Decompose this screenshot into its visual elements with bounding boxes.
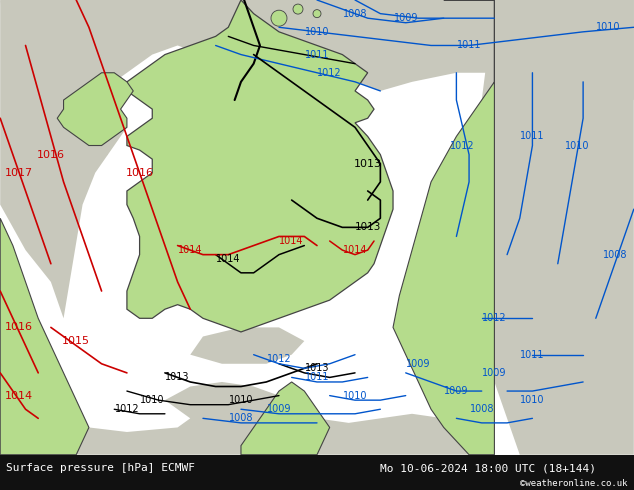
Polygon shape [456,0,634,455]
Text: 1016: 1016 [37,149,65,160]
Text: 1014: 1014 [280,236,304,246]
Text: 1009: 1009 [482,368,507,378]
Polygon shape [190,327,304,364]
Text: 1010: 1010 [343,391,367,401]
Text: 1010: 1010 [305,27,329,37]
Text: 1011: 1011 [520,350,545,360]
Polygon shape [393,0,495,455]
Polygon shape [0,0,368,109]
Text: 1008: 1008 [343,9,367,19]
Text: 1014: 1014 [178,245,202,255]
Text: 1010: 1010 [140,395,164,405]
Text: Mo 10-06-2024 18:00 UTC (18+144): Mo 10-06-2024 18:00 UTC (18+144) [380,463,597,473]
Text: Surface pressure [hPa] ECMWF: Surface pressure [hPa] ECMWF [6,463,195,473]
Text: 1009: 1009 [444,386,469,396]
Circle shape [313,10,321,18]
Text: 1014: 1014 [343,245,367,255]
Text: 1008: 1008 [470,404,494,414]
Text: 1010: 1010 [596,22,621,32]
Text: ©weatheronline.co.uk: ©weatheronline.co.uk [520,479,628,488]
Text: 1012: 1012 [267,354,291,364]
Text: 1012: 1012 [318,68,342,78]
Text: 1009: 1009 [267,404,291,414]
Polygon shape [0,218,89,455]
Text: 1013: 1013 [165,372,190,382]
Text: 1011: 1011 [457,41,481,50]
Text: 1009: 1009 [394,13,418,23]
Text: 1011: 1011 [305,49,329,60]
Text: 1013: 1013 [354,222,381,232]
Text: 1012: 1012 [115,404,139,414]
Text: 1012: 1012 [482,313,507,323]
Text: 1010: 1010 [564,141,589,150]
Text: 1016: 1016 [5,322,33,332]
Text: 1011: 1011 [305,372,329,382]
Text: 1008: 1008 [229,414,253,423]
Text: 1011: 1011 [520,131,545,142]
Text: 1013: 1013 [305,363,329,373]
Polygon shape [241,0,634,100]
Polygon shape [127,0,393,332]
Polygon shape [76,136,108,164]
Text: 1014: 1014 [216,254,240,264]
Text: 1008: 1008 [602,249,627,260]
Text: 1014: 1014 [5,391,33,401]
Text: 1009: 1009 [406,359,430,369]
Text: 1015: 1015 [62,336,90,346]
Circle shape [271,10,287,26]
Circle shape [293,4,303,14]
Text: 1016: 1016 [126,168,153,178]
Polygon shape [241,382,330,455]
Polygon shape [0,382,469,455]
Text: 1012: 1012 [450,141,475,150]
Text: 1017: 1017 [5,168,33,178]
Text: 1010: 1010 [520,395,545,405]
Text: 1013: 1013 [354,159,382,169]
Polygon shape [57,73,133,146]
Polygon shape [0,0,127,318]
Text: 1010: 1010 [229,395,253,405]
